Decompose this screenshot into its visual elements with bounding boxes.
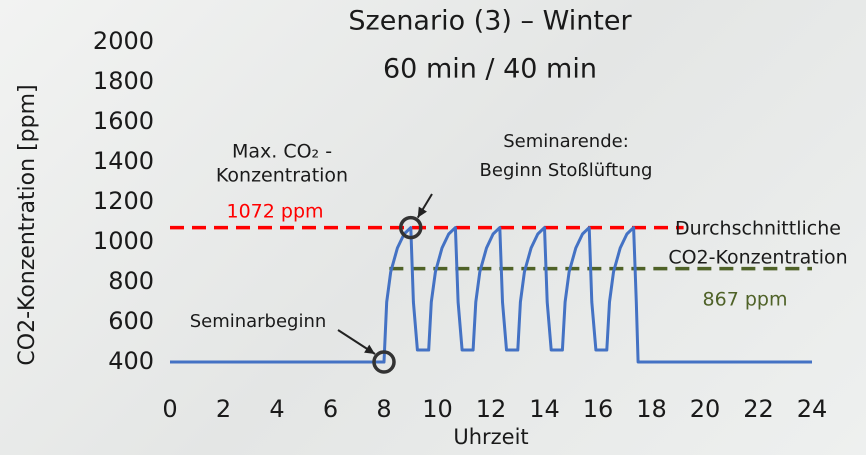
x-tick-label: 0 <box>162 395 177 423</box>
x-tick-label: 2 <box>216 395 231 423</box>
chart: Szenario (3) – Winter 60 min / 40 min Uhrz… <box>0 0 866 455</box>
annotation: Seminarende: <box>503 131 629 152</box>
y-tick-label: 600 <box>108 307 154 335</box>
y-tick-label: 1800 <box>93 67 154 95</box>
reference-caption: CO2-Konzentration <box>668 247 847 269</box>
reference-label: 867 ppm <box>703 289 788 311</box>
reference-caption: Max. CO₂ - <box>232 141 332 163</box>
x-tick-label: 6 <box>323 395 338 423</box>
chart-title: Szenario (3) – Winter <box>348 6 632 37</box>
y-axis-label: CO2-Konzentration [ppm] <box>15 84 40 365</box>
x-tick-label: 24 <box>797 395 828 423</box>
y-tick-label: 1200 <box>93 187 154 215</box>
reference-caption: Konzentration <box>216 165 348 187</box>
y-tick-label: 1600 <box>93 107 154 135</box>
annotation: Seminarbeginn <box>190 311 327 332</box>
arrow-head <box>364 345 375 354</box>
x-tick-label: 12 <box>476 395 507 423</box>
x-tick-label: 18 <box>636 395 667 423</box>
y-tick-label: 800 <box>108 267 154 295</box>
x-tick-label: 4 <box>269 395 284 423</box>
chart-title: 60 min / 40 min <box>383 54 597 85</box>
y-tick-label: 2000 <box>93 27 154 55</box>
x-tick-label: 8 <box>376 395 391 423</box>
x-tick-label: 14 <box>529 395 560 423</box>
x-tick-label: 22 <box>743 395 774 423</box>
annotation: Beginn Stoßlüftung <box>480 160 653 181</box>
y-tick-label: 400 <box>108 347 154 375</box>
x-tick-label: 10 <box>422 395 453 423</box>
y-tick-label: 1400 <box>93 147 154 175</box>
reference-caption: Durchschnittliche <box>675 218 841 240</box>
x-axis-label: Uhrzeit <box>453 425 528 449</box>
reference-label: 1072 ppm <box>226 201 323 223</box>
y-tick-label: 1000 <box>93 227 154 255</box>
x-tick-label: 16 <box>583 395 614 423</box>
x-tick-label: 20 <box>690 395 721 423</box>
